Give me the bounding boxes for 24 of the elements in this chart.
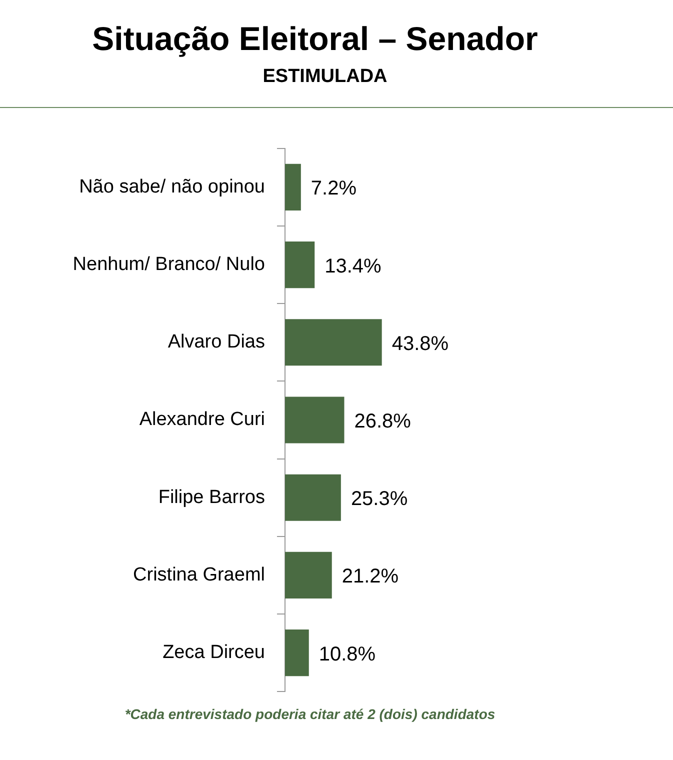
y-tick-label: Zeca Dirceu xyxy=(162,642,265,664)
bar xyxy=(285,552,332,598)
y-tick-label: Filipe Barros xyxy=(158,486,265,508)
data-label: 7.2% xyxy=(310,178,357,200)
text: *Cada entrevistado poderia citar até 2 (dois) candidatos xyxy=(124,706,496,722)
y-tick-label: Não sabe/ não opinou xyxy=(79,176,265,198)
y-tick-label: Alexandre Curi xyxy=(139,409,265,430)
bar xyxy=(285,396,344,444)
y-tick-label: Nenhum/ Branco/ Nulo xyxy=(72,254,265,276)
bar xyxy=(285,242,315,288)
y-tick-label: Alvaro Dias xyxy=(168,332,265,353)
bar xyxy=(285,164,301,210)
data-label: 10.8% xyxy=(318,643,376,666)
bar xyxy=(285,319,382,366)
data-label: 26.8% xyxy=(354,410,412,433)
y-tick-label: Cristina Graeml xyxy=(133,564,265,586)
data-label: 43.8% xyxy=(392,332,449,355)
bar xyxy=(285,630,309,676)
bar xyxy=(285,474,341,521)
chart-subtitle: ESTIMULADA xyxy=(262,66,388,88)
data-label: 13.4% xyxy=(324,255,382,278)
chart-title: Situação Eleitoral – Senador xyxy=(91,20,539,58)
data-label: 21.2% xyxy=(342,566,399,588)
data-label: 25.3% xyxy=(350,488,408,510)
